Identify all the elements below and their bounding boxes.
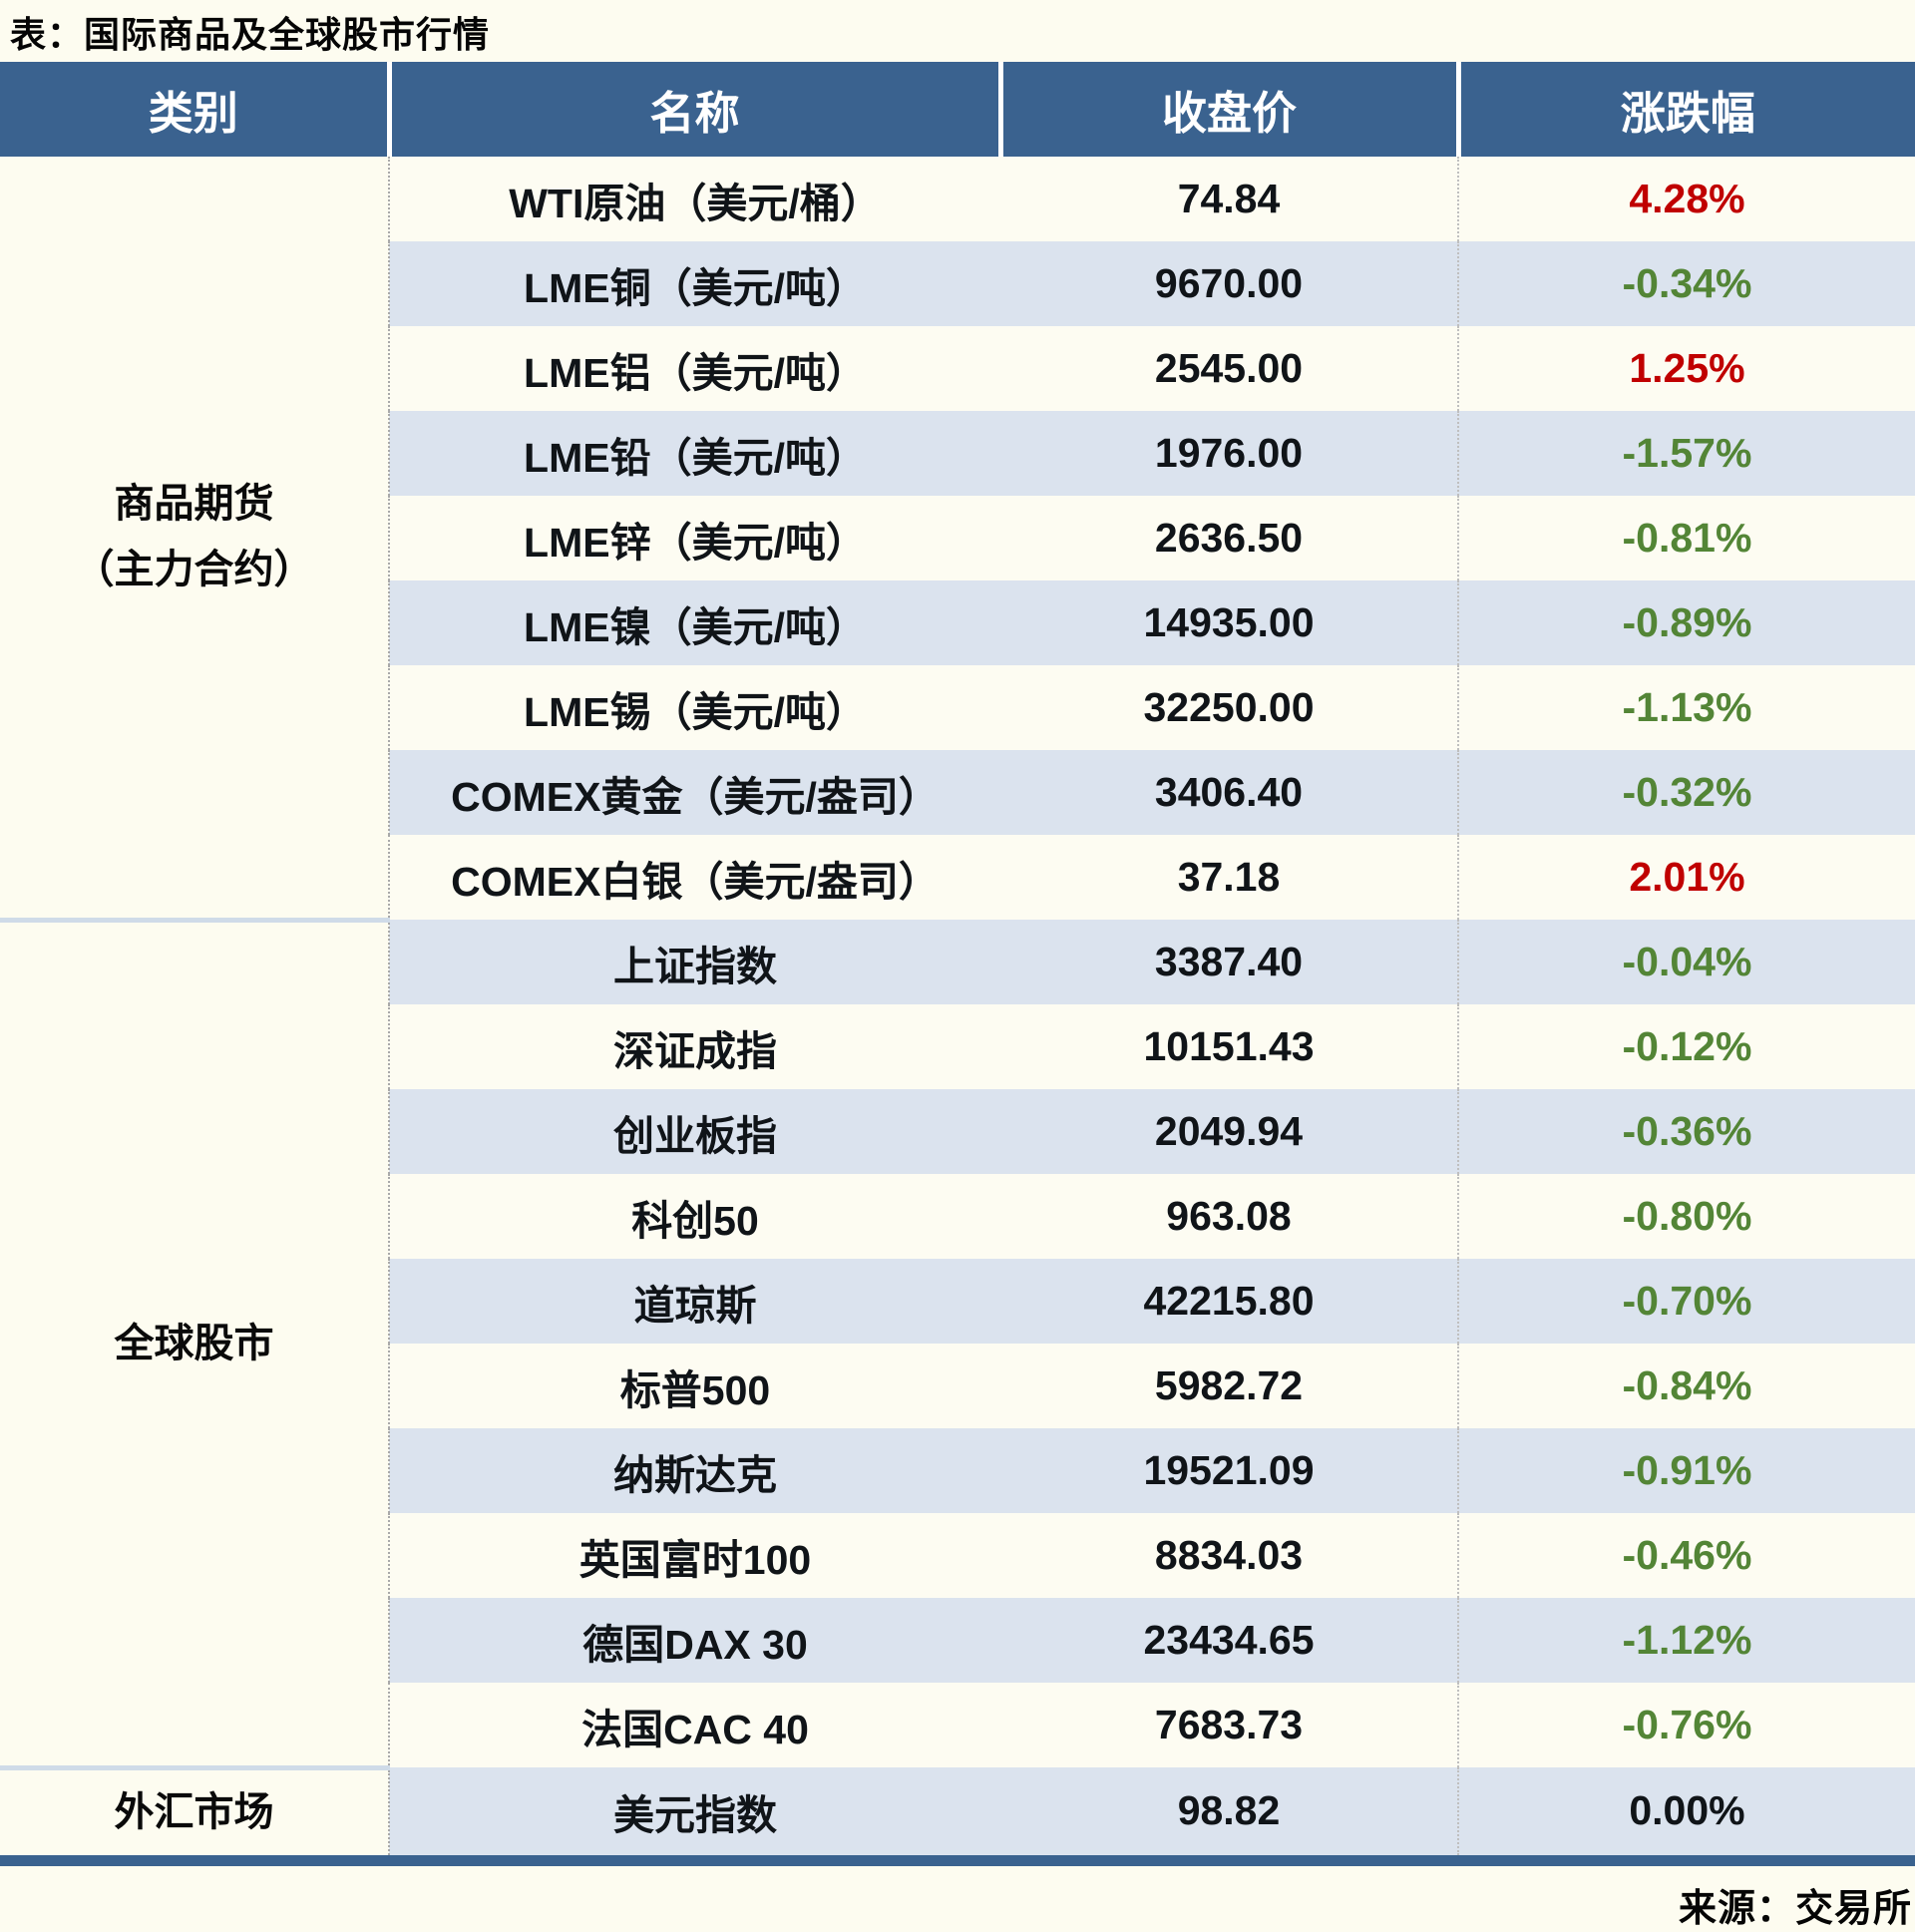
table-row: LME锌（美元/吨） 2636.50 -0.81%	[0, 496, 1915, 580]
close-price-cell: 7683.73	[1000, 1683, 1458, 1767]
table-row: 法国CAC 40 7683.73 -0.76%	[0, 1683, 1915, 1767]
change-percent-cell: -0.91%	[1457, 1428, 1915, 1513]
instrument-name-cell: 标普500	[389, 1344, 1000, 1428]
change-percent-cell: -0.70%	[1457, 1259, 1915, 1344]
change-percent-cell: 4.28%	[1457, 157, 1915, 241]
change-percent-cell: -0.32%	[1457, 750, 1915, 835]
instrument-name-cell: 纳斯达克	[389, 1428, 1000, 1513]
column-header-close: 收盘价	[997, 62, 1458, 157]
instrument-name-cell: 法国CAC 40	[389, 1683, 1000, 1767]
column-header-name: 名称	[386, 62, 1000, 157]
category-label: 商品期货	[114, 482, 274, 527]
category-label: 全球股市	[114, 1322, 274, 1365]
change-percent-cell: -1.13%	[1457, 665, 1915, 750]
change-percent-cell: 2.01%	[1457, 835, 1915, 920]
change-percent-cell: -0.36%	[1457, 1089, 1915, 1174]
instrument-name-cell: 创业板指	[389, 1089, 1000, 1174]
instrument-name-cell: LME锡（美元/吨）	[389, 665, 1000, 750]
change-percent-cell: -0.04%	[1457, 920, 1915, 1004]
instrument-name-cell: 英国富时100	[389, 1513, 1000, 1598]
source-label: 来源：交易所	[1678, 1888, 1912, 1930]
change-percent-cell: -0.81%	[1457, 496, 1915, 580]
table-row: 英国富时100 8834.03 -0.46%	[0, 1513, 1915, 1598]
instrument-name-cell: 美元指数	[389, 1767, 1000, 1860]
change-percent-cell: 0.00%	[1457, 1767, 1915, 1860]
instrument-name-cell: 上证指数	[389, 920, 1000, 1004]
change-percent-cell: -0.34%	[1457, 241, 1915, 326]
close-price-cell: 963.08	[1000, 1174, 1458, 1259]
table-row: LME铝（美元/吨） 2545.00 1.25%	[0, 326, 1915, 411]
instrument-name-cell: 道琼斯	[389, 1259, 1000, 1344]
close-price-cell: 2636.50	[1000, 496, 1458, 580]
instrument-name-cell: LME锌（美元/吨）	[389, 496, 1000, 580]
page-title: 表：国际商品及全球股市行情	[10, 14, 491, 55]
close-price-cell: 74.84	[1000, 157, 1458, 241]
table-row: 创业板指 2049.94 -0.36%	[0, 1089, 1915, 1174]
change-percent-cell: 1.25%	[1457, 326, 1915, 411]
close-price-cell: 5982.72	[1000, 1344, 1458, 1428]
table-row: 纳斯达克 19521.09 -0.91%	[0, 1428, 1915, 1513]
change-percent-cell: -0.76%	[1457, 1683, 1915, 1767]
table-row: 标普500 5982.72 -0.84%	[0, 1344, 1915, 1428]
instrument-name-cell: LME铅（美元/吨）	[389, 411, 1000, 496]
instrument-name-cell: COMEX白银（美元/盎司）	[389, 835, 1000, 920]
table-row: 深证成指 10151.43 -0.12%	[0, 1004, 1915, 1089]
instrument-name-cell: LME铜（美元/吨）	[389, 241, 1000, 326]
table-header-row: 类别 名称 收盘价 涨跌幅	[0, 62, 1915, 157]
close-price-cell: 23434.65	[1000, 1598, 1458, 1683]
close-price-cell: 42215.80	[1000, 1259, 1458, 1344]
instrument-name-cell: LME铝（美元/吨）	[389, 326, 1000, 411]
close-price-cell: 14935.00	[1000, 580, 1458, 665]
table-row: LME镍（美元/吨） 14935.00 -0.89%	[0, 580, 1915, 665]
close-price-cell: 9670.00	[1000, 241, 1458, 326]
category-cell: 商品期货 （主力合约）	[0, 157, 390, 923]
instrument-name-cell: WTI原油（美元/桶）	[389, 157, 1000, 241]
close-price-cell: 10151.43	[1000, 1004, 1458, 1089]
close-price-cell: 32250.00	[1000, 665, 1458, 750]
close-price-cell: 37.18	[1000, 835, 1458, 920]
change-percent-cell: -0.84%	[1457, 1344, 1915, 1428]
table-row: 外汇市场 美元指数 98.82 0.00%	[0, 1767, 1915, 1860]
instrument-name-cell: 深证成指	[389, 1004, 1000, 1089]
table-row: LME锡（美元/吨） 32250.00 -1.13%	[0, 665, 1915, 750]
table-row: 商品期货 （主力合约） WTI原油（美元/桶） 74.84 4.28%	[0, 157, 1915, 923]
close-price-cell: 3387.40	[1000, 920, 1458, 1004]
table-row: 科创50 963.08 -0.80%	[0, 1174, 1915, 1259]
close-price-cell: 1976.00	[1000, 411, 1458, 496]
category-label: （主力合约）	[74, 548, 314, 592]
change-percent-cell: -0.12%	[1457, 1004, 1915, 1089]
close-price-cell: 19521.09	[1000, 1428, 1458, 1513]
table-row: COMEX白银（美元/盎司） 37.18 2.01%	[0, 835, 1915, 920]
close-price-cell: 2049.94	[1000, 1089, 1458, 1174]
close-price-cell: 8834.03	[1000, 1513, 1458, 1598]
table-body: 商品期货 （主力合约） WTI原油（美元/桶） 74.84 4.28% LME铜（美元/吨…	[0, 157, 1915, 1860]
instrument-name-cell: LME镍（美元/吨）	[389, 580, 1000, 665]
category-label: 外汇市场	[114, 1790, 274, 1834]
table-row: COMEX黄金（美元/盎司） 3406.40 -0.32%	[0, 750, 1915, 835]
close-price-cell: 2545.00	[1000, 326, 1458, 411]
change-percent-cell: -0.46%	[1457, 1513, 1915, 1598]
column-header-change: 涨跌幅	[1455, 62, 1915, 157]
change-percent-cell: -0.89%	[1457, 580, 1915, 665]
instrument-name-cell: 德国DAX 30	[389, 1598, 1000, 1683]
table-row: 德国DAX 30 23434.65 -1.12%	[0, 1598, 1915, 1683]
change-percent-cell: -1.57%	[1457, 411, 1915, 496]
change-percent-cell: -1.12%	[1457, 1598, 1915, 1683]
close-price-cell: 98.82	[1000, 1767, 1458, 1860]
instrument-name-cell: 科创50	[389, 1174, 1000, 1259]
table-row: LME铅（美元/吨） 1976.00 -1.57%	[0, 411, 1915, 496]
table-row: 道琼斯 42215.80 -0.70%	[0, 1259, 1915, 1344]
market-table: 类别 名称 收盘价 涨跌幅 商品期货 （主力合约） WTI原油（美元/桶） 74.84…	[0, 62, 1915, 1866]
category-cell: 全球股市	[0, 920, 390, 1770]
table-row: 全球股市 上证指数 3387.40 -0.04%	[0, 920, 1915, 1770]
close-price-cell: 3406.40	[1000, 750, 1458, 835]
table-row: LME铜（美元/吨） 9670.00 -0.34%	[0, 241, 1915, 326]
column-header-category: 类别	[0, 62, 389, 157]
category-cell: 外汇市场	[0, 1767, 390, 1860]
instrument-name-cell: COMEX黄金（美元/盎司）	[389, 750, 1000, 835]
change-percent-cell: -0.80%	[1457, 1174, 1915, 1259]
